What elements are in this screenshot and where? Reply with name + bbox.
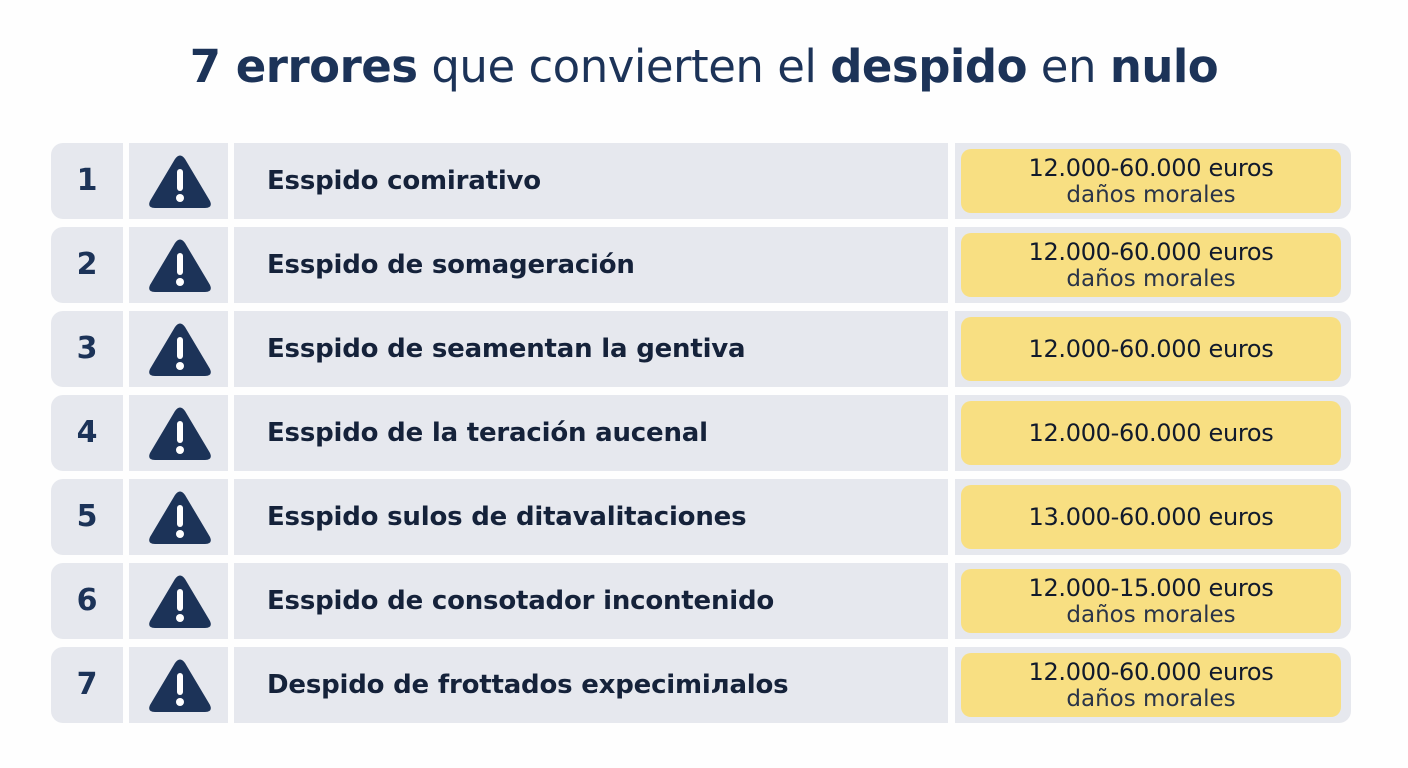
amount-note: daños morales (1066, 181, 1236, 208)
row-label: Esspido comirativo (267, 166, 541, 196)
page-title: 7 errores que convierten el despido en n… (0, 40, 1408, 93)
warning-triangle-icon (149, 239, 211, 292)
errors-table: 1 Esspido comirativo 12.000-60.000 euros… (51, 143, 1351, 731)
amount-badge: 13.000-60.000 euros (961, 485, 1341, 549)
row-number: 5 (76, 499, 98, 534)
table-row: 5 Esspido sulos de ditavalitaciones 13.0… (51, 479, 1351, 555)
table-row: 3 Esspido de seamentan la gentiva 12.000… (51, 311, 1351, 387)
title-part-2: que convierten el (417, 40, 831, 93)
amount-note: daños morales (1066, 601, 1236, 628)
row-label: Esspido de somageración (267, 250, 635, 280)
column-divider (948, 143, 955, 219)
amount-badge: 12.000-60.000 euros daños morales (961, 653, 1341, 717)
column-divider (948, 311, 955, 387)
amount-value: 12.000-60.000 euros (1028, 334, 1274, 363)
row-label: Esspido de seamentan la gentiva (267, 334, 746, 364)
warning-triangle-icon (149, 407, 211, 460)
row-number: 1 (76, 163, 98, 198)
warning-triangle-icon (149, 659, 211, 712)
column-divider (948, 227, 955, 303)
table-row: 4 Esspido de la teración aucenal 12.000-… (51, 395, 1351, 471)
table-row: 1 Esspido comirativo 12.000-60.000 euros… (51, 143, 1351, 219)
title-part-3: despido (830, 40, 1027, 93)
column-divider (948, 395, 955, 471)
row-label: Esspido de la teración aucenal (267, 418, 708, 448)
title-part-4: en (1026, 40, 1110, 93)
amount-value: 12.000-60.000 euros (1028, 153, 1274, 182)
column-divider (948, 563, 955, 639)
amount-note: daños morales (1066, 685, 1236, 712)
column-divider (948, 647, 955, 723)
amount-badge: 12.000-60.000 euros (961, 317, 1341, 381)
row-label: Despido de frottados expecimiлalos (267, 670, 789, 700)
amount-value: 13.000-60.000 euros (1028, 502, 1274, 531)
title-part-1: 7 errores (189, 40, 418, 93)
row-number: 7 (76, 667, 98, 702)
warning-triangle-icon (149, 575, 211, 628)
amount-badge: 12.000-60.000 euros daños morales (961, 149, 1341, 213)
amount-value: 12.000-60.000 euros (1028, 657, 1274, 686)
warning-triangle-icon (149, 323, 211, 376)
row-number: 4 (76, 415, 98, 450)
amount-note: daños morales (1066, 265, 1236, 292)
table-row: 6 Esspido de consotador incontenido 12.0… (51, 563, 1351, 639)
table-row: 7 Despido de frottados expecimiлalos 12.… (51, 647, 1351, 723)
row-number: 6 (76, 583, 98, 618)
warning-triangle-icon (149, 491, 211, 544)
row-label: Esspido de consotador incontenido (267, 586, 775, 616)
row-number: 2 (76, 247, 98, 282)
amount-badge: 12.000-60.000 euros daños morales (961, 233, 1341, 297)
row-number: 3 (76, 331, 98, 366)
table-row: 2 Esspido de somageración 12.000-60.000 … (51, 227, 1351, 303)
title-part-5: nulo (1109, 40, 1219, 93)
column-divider (948, 479, 955, 555)
amount-value: 12.000-60.000 euros (1028, 237, 1274, 266)
amount-badge: 12.000-15.000 euros daños morales (961, 569, 1341, 633)
amount-value: 12.000-15.000 euros (1028, 573, 1274, 602)
warning-triangle-icon (149, 155, 211, 208)
amount-badge: 12.000-60.000 euros (961, 401, 1341, 465)
amount-value: 12.000-60.000 euros (1028, 418, 1274, 447)
row-label: Esspido sulos de ditavalitaciones (267, 502, 747, 532)
